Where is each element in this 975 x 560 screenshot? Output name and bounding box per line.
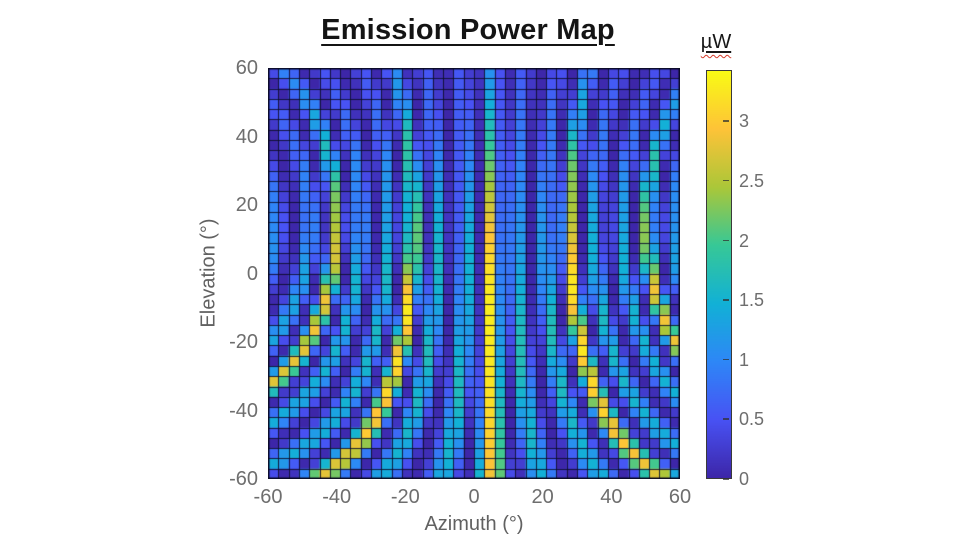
colorbar-tick-label: 0.5 [739, 409, 765, 430]
colorbar-tick-mark [723, 299, 729, 301]
colorbar-tick-label: 2 [739, 230, 750, 251]
colorbar-tick-label: 0 [739, 469, 750, 489]
y-tick-label: 60 [235, 57, 258, 79]
x-tick-label: 0 [468, 486, 480, 508]
y-tick-label: -40 [229, 399, 258, 422]
colorbar-tick-label: 2.5 [739, 170, 765, 191]
colorbar-tick-mark [723, 478, 729, 480]
x-tick-label: -20 [390, 486, 420, 508]
colorbar-gradient [706, 70, 732, 479]
colorbar-unit-label: µW [686, 31, 746, 54]
heatmap-plot [268, 68, 680, 479]
x-axis-label: Azimuth (°) [424, 513, 524, 535]
chart-title: Emission Power Map [238, 14, 698, 47]
y-tick-label: -60 [229, 468, 258, 490]
colorbar-tick-mark [723, 239, 729, 242]
colorbar-tick-label: 1.5 [739, 290, 765, 311]
x-tick-label: -40 [322, 486, 352, 508]
x-tick-label: -60 [253, 486, 283, 508]
y-tick-label: 40 [235, 125, 258, 148]
colorbar-tick-mark [723, 358, 729, 361]
x-tick-label: 60 [668, 486, 692, 508]
y-tick-label: 20 [235, 194, 258, 216]
colorbar-unit-text: µW [700, 31, 732, 53]
colorbar-tick-mark [723, 120, 729, 122]
x-tick-label: 20 [531, 486, 554, 508]
colorbar-tick-mark [723, 418, 729, 420]
chart-title-text: Emission Power Map [321, 14, 615, 46]
colorbar-tick-label: 1 [739, 349, 750, 370]
y-tick-label: 0 [246, 262, 258, 285]
colorbar-tick-mark [723, 179, 729, 182]
x-tick-label: 40 [600, 486, 623, 508]
colorbar-tick-label: 3 [739, 111, 750, 132]
y-tick-label: -20 [229, 331, 258, 353]
